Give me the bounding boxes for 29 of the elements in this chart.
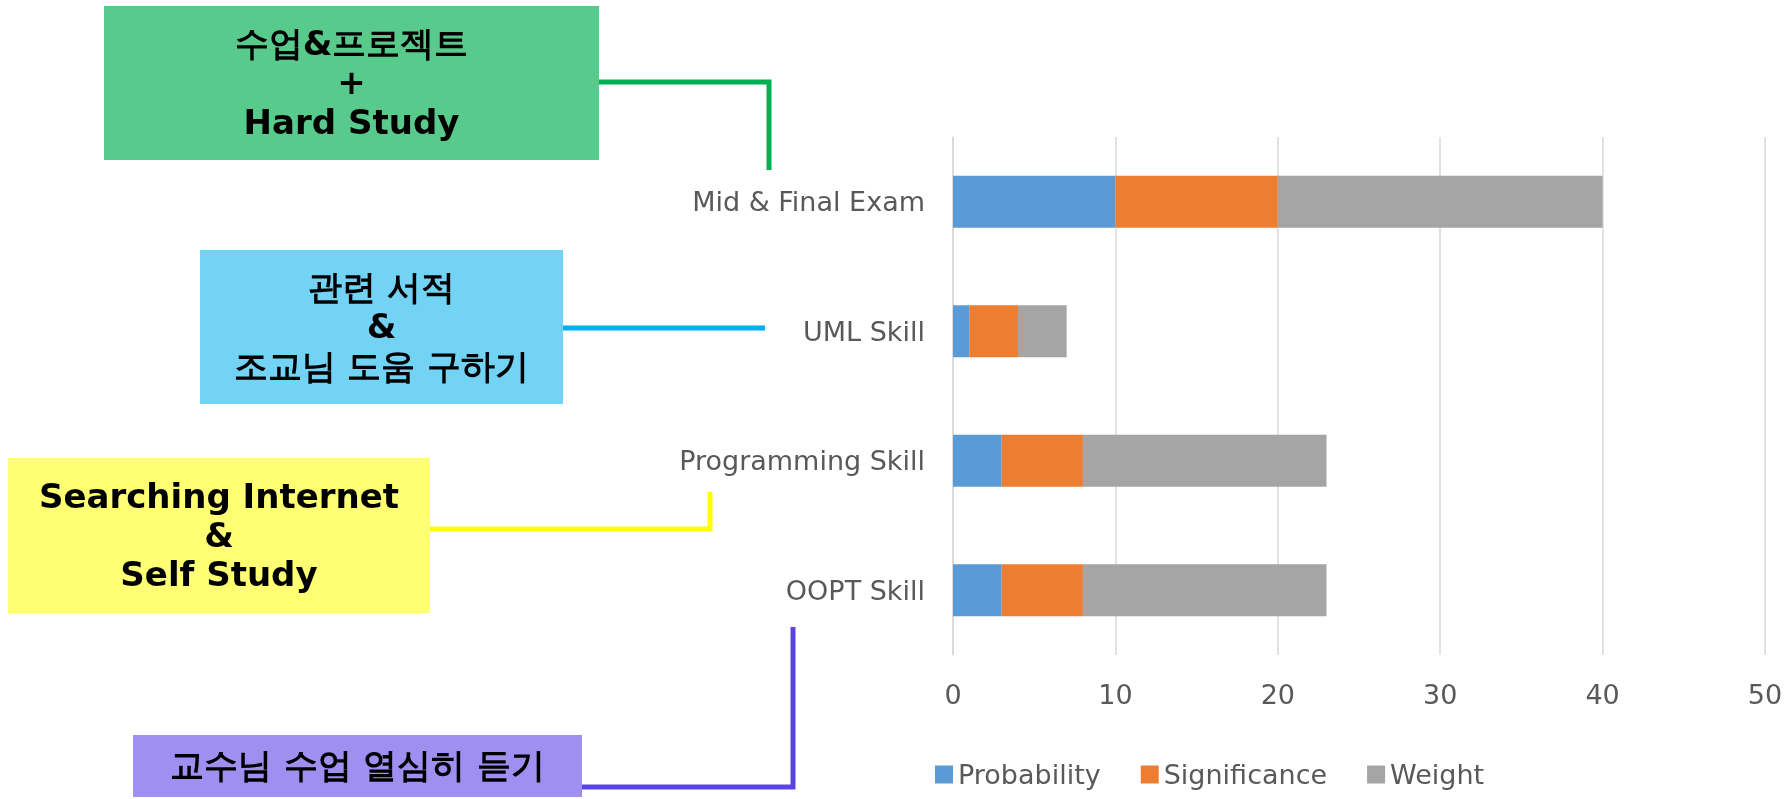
bar bbox=[953, 564, 1002, 617]
x-tick-label: 30 bbox=[1423, 679, 1458, 710]
bar bbox=[1115, 175, 1278, 228]
text: Searching Internet & Self Study bbox=[8, 458, 430, 613]
legend-label: Significance bbox=[1163, 759, 1328, 790]
y-tick-label: Mid & Final Exam bbox=[692, 186, 925, 218]
y-tick-label: Programming Skill bbox=[679, 445, 925, 477]
bar bbox=[1001, 434, 1083, 487]
bar bbox=[969, 305, 1018, 358]
text: 수업&프로젝트 + Hard Study bbox=[104, 6, 599, 160]
bar bbox=[953, 434, 1002, 487]
bar bbox=[1082, 564, 1327, 617]
bar bbox=[1277, 175, 1603, 228]
text: 관련 서적 & 조교님 도움 구하기 bbox=[200, 250, 563, 404]
bar bbox=[1001, 564, 1083, 617]
text: 교수님 수업 열심히 듣기 bbox=[133, 735, 582, 797]
y-tick-label: UML Skill bbox=[803, 315, 925, 347]
x-tick-label: 20 bbox=[1260, 679, 1295, 710]
x-tick-label: 50 bbox=[1747, 679, 1783, 710]
bar bbox=[1017, 305, 1067, 358]
bar bbox=[1082, 434, 1327, 487]
x-tick-label: 0 bbox=[944, 679, 962, 710]
bar bbox=[953, 305, 970, 358]
x-tick-label: 10 bbox=[1098, 679, 1133, 710]
legend-label: Probability bbox=[958, 759, 1101, 790]
bar bbox=[953, 175, 1116, 228]
y-tick-label: OOPT Skill bbox=[785, 574, 925, 606]
x-tick-label: 40 bbox=[1585, 679, 1620, 710]
legend-label: Weight bbox=[1390, 759, 1485, 790]
